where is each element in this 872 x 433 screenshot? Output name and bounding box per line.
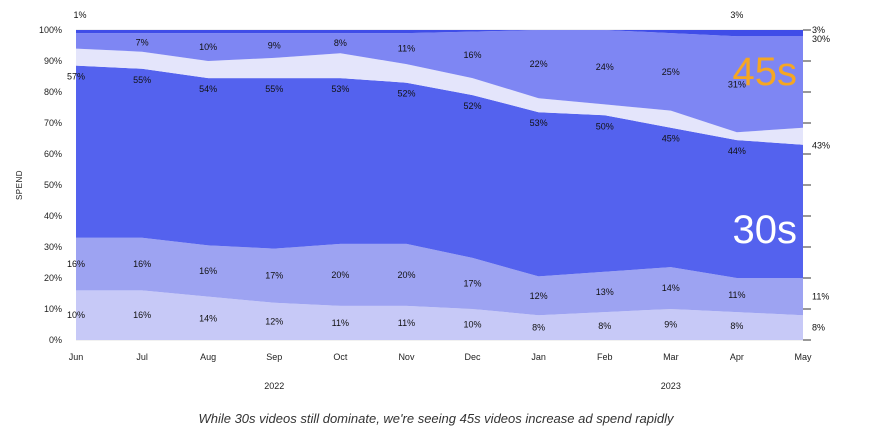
series-area bbox=[76, 237, 803, 316]
series-big-label: 45s bbox=[733, 50, 798, 94]
data-label: 12% bbox=[265, 316, 283, 326]
data-label: 8% bbox=[598, 321, 611, 331]
data-label: 11% bbox=[398, 318, 415, 328]
y-tick-labels: 0% 10% 20% 30% 40% 50% 60% 70% 80% 90% 100% bbox=[39, 25, 62, 345]
data-label: 3% bbox=[812, 25, 825, 35]
y-axis-title: SPEND bbox=[15, 170, 24, 200]
data-label: 17% bbox=[265, 271, 283, 281]
y-tick-label: 70% bbox=[44, 118, 62, 128]
data-label: 11% bbox=[332, 318, 349, 328]
data-label: 8% bbox=[532, 323, 545, 333]
data-label: 55% bbox=[133, 75, 151, 85]
x-tick-label: May bbox=[794, 352, 812, 362]
data-label: 57% bbox=[67, 72, 85, 82]
y-tick-label: 90% bbox=[44, 56, 62, 66]
data-label: 16% bbox=[67, 259, 85, 269]
data-label: 53% bbox=[530, 118, 548, 128]
data-label: 31% bbox=[728, 79, 746, 89]
data-label: 1% bbox=[73, 10, 86, 20]
data-labels: 10% 16% 14% 12% 11% 11% 10% 8% 8% 9% 8% 8% 16% 16% 16%… bbox=[67, 10, 830, 333]
x-tick-label: Jul bbox=[136, 352, 148, 362]
year-label: 2023 bbox=[661, 381, 681, 391]
data-label: 52% bbox=[397, 89, 415, 99]
data-label: 9% bbox=[664, 320, 677, 330]
series-big-labels: 45s 30s bbox=[733, 50, 798, 252]
y-tick-label: 30% bbox=[44, 242, 62, 252]
x-tick-label: Oct bbox=[333, 352, 348, 362]
data-label: 44% bbox=[728, 146, 746, 156]
y-tick-label: 100% bbox=[39, 25, 62, 35]
data-label: 54% bbox=[199, 84, 217, 94]
data-label: 11% bbox=[812, 292, 829, 302]
y-tick-label: 10% bbox=[44, 304, 62, 314]
y-tick-label: 60% bbox=[44, 149, 62, 159]
x-tick-labels: Jun Jul Aug Sep Oct Nov Dec Jan Feb Mar Apr May bbox=[69, 352, 812, 362]
data-label: 13% bbox=[596, 287, 614, 297]
chart-caption: While 30s videos still dominate, we're s… bbox=[198, 411, 674, 426]
data-label: 53% bbox=[331, 84, 349, 94]
series-big-label: 30s bbox=[733, 208, 798, 252]
data-label: 50% bbox=[596, 121, 614, 131]
x-tick-label: Feb bbox=[597, 352, 613, 362]
data-label: 9% bbox=[268, 41, 281, 51]
series-area bbox=[76, 30, 803, 37]
y-tick-label: 80% bbox=[44, 87, 62, 97]
data-label: 45% bbox=[662, 134, 680, 144]
data-label: 30% bbox=[812, 34, 830, 44]
series-area bbox=[76, 290, 803, 340]
y-tick-label: 40% bbox=[44, 211, 62, 221]
x-tick-label: Jun bbox=[69, 352, 84, 362]
year-labels: 2022 2023 bbox=[264, 381, 681, 391]
data-label: 17% bbox=[464, 278, 482, 288]
x-tick-label: Sep bbox=[266, 352, 282, 362]
data-label: 14% bbox=[662, 283, 680, 293]
data-label: 11% bbox=[728, 290, 745, 300]
y-tick-label: 20% bbox=[44, 273, 62, 283]
data-label: 12% bbox=[530, 291, 548, 301]
data-label: 22% bbox=[530, 59, 548, 69]
data-label: 43% bbox=[812, 141, 830, 151]
data-label: 52% bbox=[464, 101, 482, 111]
x-tick-label: Nov bbox=[398, 352, 415, 362]
data-label: 10% bbox=[67, 310, 85, 320]
x-tick-label: Aug bbox=[200, 352, 216, 362]
series-area bbox=[76, 65, 803, 278]
data-label: 55% bbox=[265, 84, 283, 94]
data-label: 8% bbox=[334, 38, 347, 48]
data-label: 16% bbox=[133, 310, 151, 320]
data-label: 20% bbox=[331, 270, 349, 280]
series-areas bbox=[76, 30, 803, 340]
data-label: 8% bbox=[812, 323, 825, 333]
x-tick-label: Dec bbox=[465, 352, 482, 362]
x-tick-label: Mar bbox=[663, 352, 679, 362]
data-label: 10% bbox=[199, 42, 217, 52]
series-area bbox=[76, 30, 803, 133]
data-label: 10% bbox=[464, 320, 482, 330]
x-tick-label: Apr bbox=[730, 352, 744, 362]
year-label: 2022 bbox=[264, 381, 284, 391]
data-label: 24% bbox=[596, 62, 614, 72]
data-label: 7% bbox=[136, 37, 149, 47]
data-label: 11% bbox=[398, 44, 415, 54]
data-label: 20% bbox=[397, 270, 415, 280]
data-label: 3% bbox=[730, 10, 743, 20]
data-label: 16% bbox=[199, 266, 217, 276]
data-label: 16% bbox=[464, 50, 482, 60]
data-label: 25% bbox=[662, 67, 680, 77]
x-tick-label: Jan bbox=[531, 352, 546, 362]
data-label: 14% bbox=[199, 313, 217, 323]
data-label: 16% bbox=[133, 259, 151, 269]
data-label: 8% bbox=[730, 321, 743, 331]
y-tick-label: 0% bbox=[49, 335, 62, 345]
series-area bbox=[76, 48, 803, 145]
y-tick-label: 50% bbox=[44, 180, 62, 190]
